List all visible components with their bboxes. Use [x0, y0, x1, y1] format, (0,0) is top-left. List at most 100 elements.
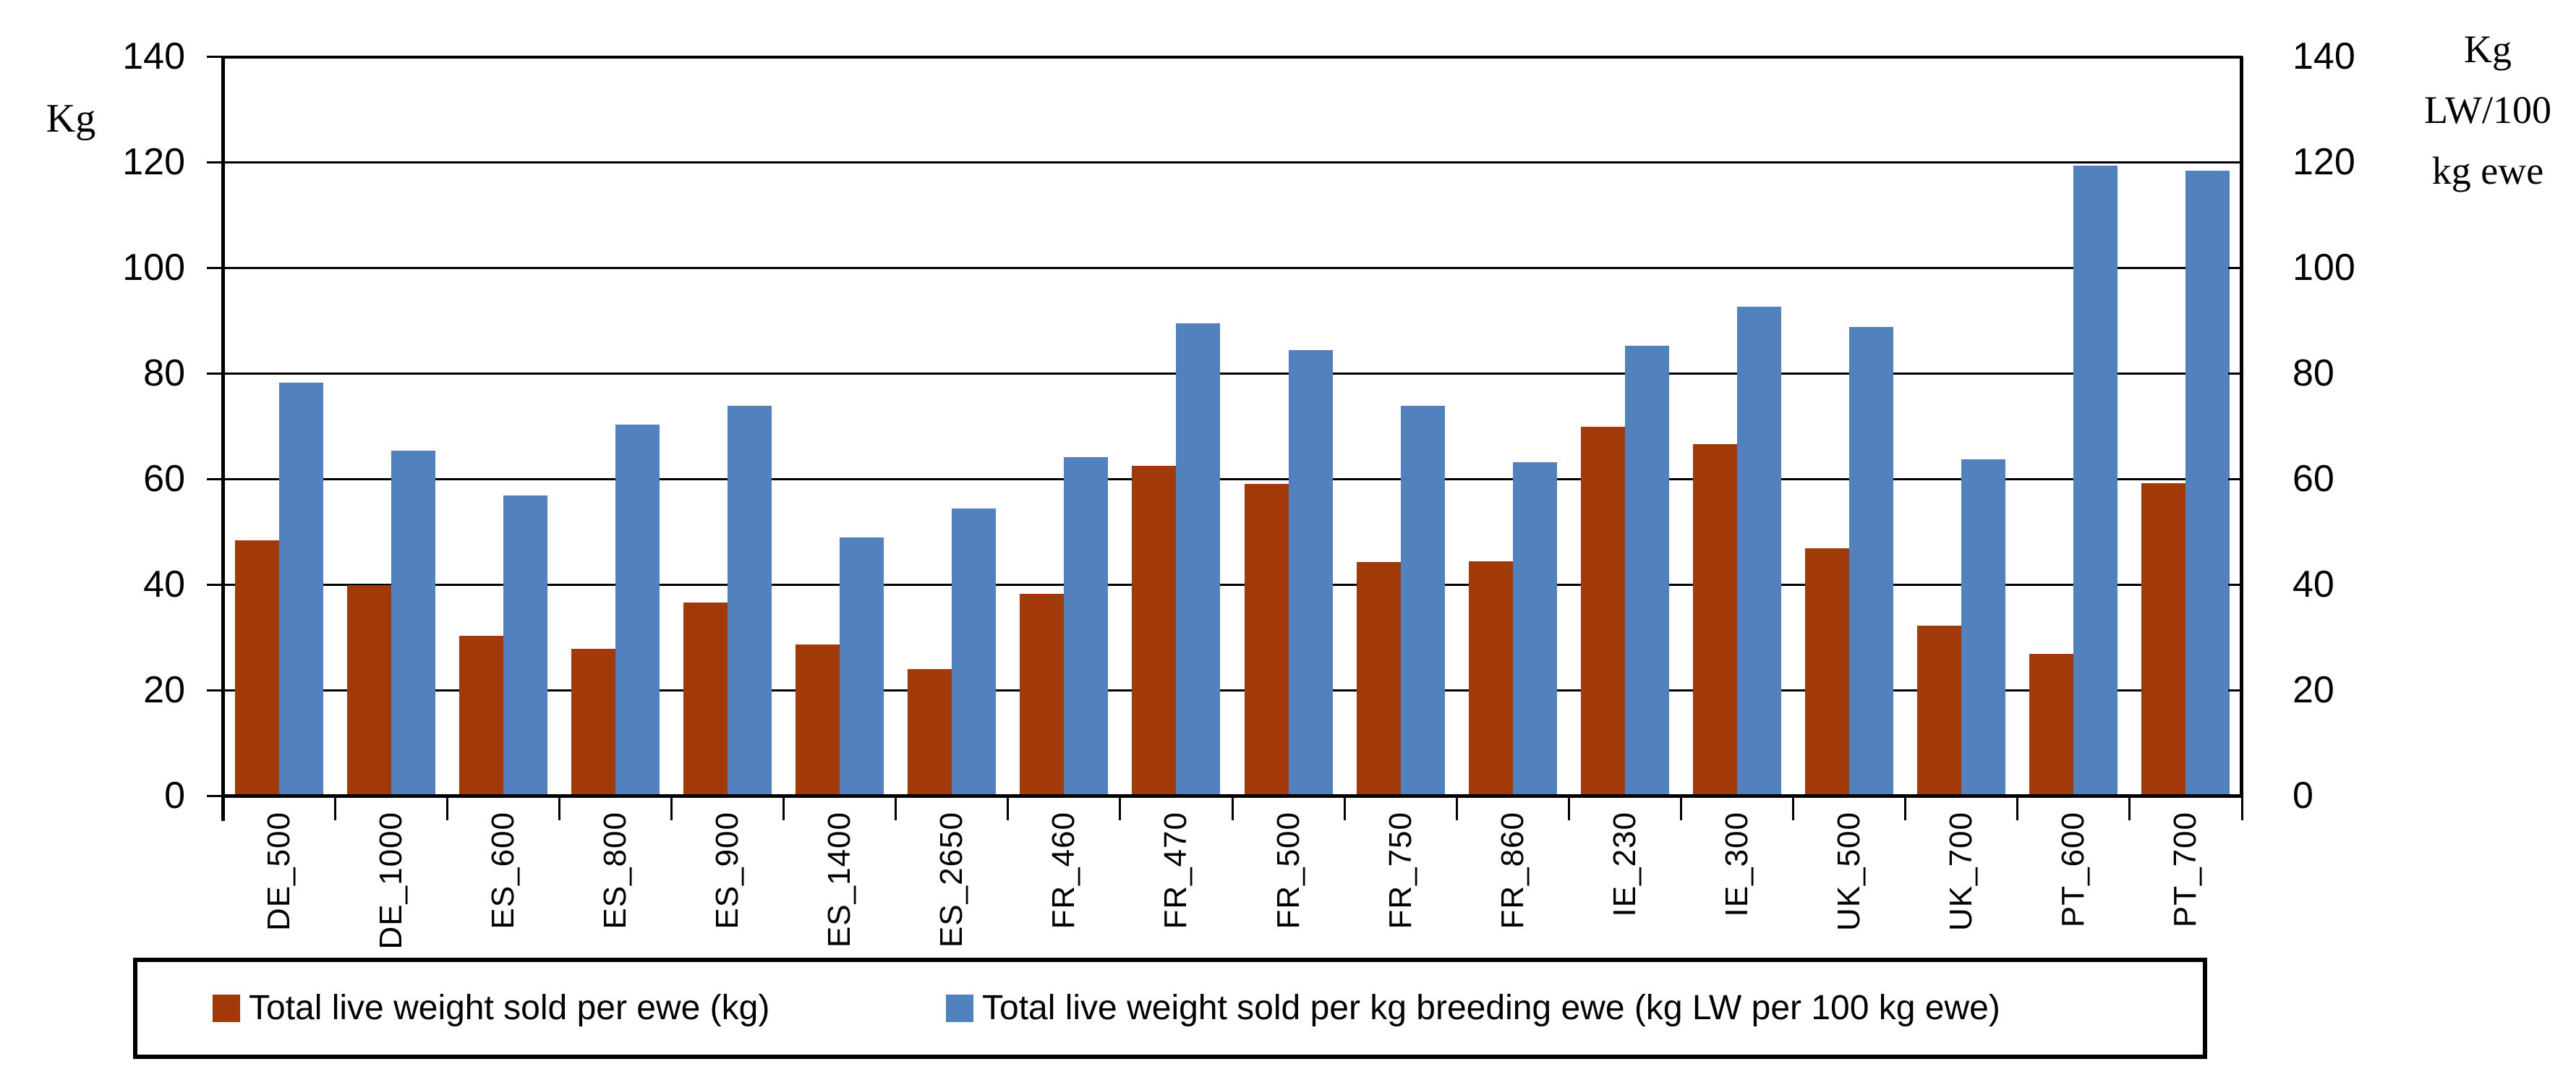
x-axis-tick-13 — [1679, 796, 1682, 820]
category-label-ES_600: ES_600 — [485, 812, 521, 929]
category-label-FR_860: FR_860 — [1494, 812, 1530, 929]
category-label-DE_1000: DE_1000 — [372, 812, 409, 950]
left-axis-tick-label-100: 100 — [122, 247, 185, 289]
right-axis-title-line-2: LW/100 — [2424, 88, 2551, 132]
legend-swatch-blue — [946, 995, 973, 1022]
right-tick-100 — [2228, 266, 2243, 269]
x-axis-tick-12 — [1567, 796, 1570, 820]
right-axis-tick-label-60: 60 — [2293, 458, 2334, 500]
x-axis-tick-11 — [1455, 796, 1458, 820]
bar-red-FR_470 — [1132, 466, 1177, 796]
x-axis-tick-9 — [1231, 796, 1234, 820]
legend-label-series-1: Total live weight sold per ewe (kg) — [249, 989, 770, 1027]
bar-blue-ES_900 — [728, 406, 772, 796]
bar-red-ES_900 — [683, 603, 728, 796]
bar-blue-FR_460 — [1064, 457, 1109, 796]
bar-red-IE_300 — [1693, 444, 1737, 796]
left-axis-tick-label-140: 140 — [122, 35, 185, 77]
bar-red-DE_1000 — [346, 585, 391, 796]
bar-red-FR_460 — [1020, 594, 1065, 796]
right-tick-60 — [2228, 477, 2243, 480]
category-label-UK_500: UK_500 — [1831, 812, 1867, 932]
bar-red-ES_800 — [571, 649, 615, 796]
category-label-UK_700: UK_700 — [1943, 812, 1979, 932]
x-axis-tick-16 — [2016, 796, 2019, 820]
right-axis-title: Kg LW/100 kg ewe — [2400, 19, 2576, 201]
x-axis-tick-8 — [1119, 796, 1122, 820]
legend-swatch-red — [213, 995, 240, 1022]
x-axis-tick-0 — [221, 796, 224, 820]
x-axis-tick-4 — [670, 796, 673, 820]
bar-red-UK_700 — [1917, 626, 1962, 796]
left-axis-tick-label-80: 80 — [143, 352, 185, 394]
bar-blue-IE_300 — [1737, 307, 1781, 796]
gridline-100 — [223, 266, 2242, 269]
category-label-ES_2650: ES_2650 — [934, 812, 970, 948]
bar-red-FR_750 — [1356, 562, 1401, 796]
bar-red-IE_230 — [1580, 427, 1625, 796]
gridline-120 — [223, 161, 2242, 163]
x-axis-tick-2 — [445, 796, 448, 820]
left-axis-title: Kg — [46, 96, 96, 141]
right-axis-tick-label-140: 140 — [2293, 35, 2355, 77]
category-label-FR_470: FR_470 — [1158, 812, 1194, 929]
bar-red-ES_1400 — [796, 644, 840, 796]
bar-blue-PT_700 — [2185, 171, 2230, 796]
y-axis-right-line — [2240, 56, 2243, 798]
left-tick-0 — [207, 794, 223, 797]
gridline-20 — [223, 689, 2242, 692]
plot-area — [223, 55, 2242, 796]
plot-top-border — [221, 56, 2243, 59]
gridline-80 — [223, 372, 2242, 375]
bar-blue-PT_600 — [2073, 166, 2118, 796]
bar-red-ES_600 — [459, 636, 503, 796]
bar-blue-ES_600 — [503, 495, 547, 796]
right-axis-title-line-3: kg ewe — [2431, 149, 2544, 192]
x-axis-tick-15 — [1904, 796, 1907, 820]
category-label-ES_900: ES_900 — [709, 812, 745, 929]
left-axis-tick-label-0: 0 — [164, 775, 185, 817]
category-label-FR_500: FR_500 — [1270, 812, 1306, 929]
bar-red-FR_860 — [1468, 561, 1513, 796]
bar-red-ES_2650 — [908, 669, 952, 796]
bar-red-PT_700 — [2141, 483, 2186, 796]
legend-item-series-1: Total live weight sold per ewe (kg) — [213, 962, 769, 1055]
left-tick-100 — [207, 266, 223, 269]
bar-blue-FR_470 — [1176, 323, 1221, 796]
x-axis-tick-14 — [1792, 796, 1795, 820]
left-tick-140 — [207, 55, 223, 58]
left-axis-tick-label-40: 40 — [143, 563, 185, 605]
left-tick-40 — [207, 583, 223, 586]
gridline-40 — [223, 583, 2242, 586]
bar-red-DE_500 — [234, 540, 279, 796]
right-axis-tick-label-120: 120 — [2293, 141, 2355, 183]
bar-blue-UK_500 — [1849, 327, 1894, 796]
left-tick-20 — [207, 689, 223, 692]
right-tick-80 — [2228, 372, 2243, 375]
right-tick-0 — [2228, 794, 2243, 797]
right-tick-140 — [2228, 55, 2243, 58]
category-label-PT_700: PT_700 — [2167, 812, 2204, 928]
category-label-FR_460: FR_460 — [1046, 812, 1082, 929]
x-axis-tick-7 — [1007, 796, 1010, 820]
gridline-60 — [223, 477, 2242, 480]
left-axis-tick-label-20: 20 — [143, 669, 185, 711]
legend-item-series-2: Total live weight sold per kg breeding e… — [946, 962, 2000, 1055]
right-tick-120 — [2228, 161, 2243, 163]
left-tick-80 — [207, 372, 223, 375]
left-tick-60 — [207, 477, 223, 480]
bar-red-FR_500 — [1244, 484, 1289, 796]
bar-blue-FR_500 — [1288, 350, 1333, 796]
bar-blue-ES_1400 — [840, 537, 884, 796]
right-tick-40 — [2228, 583, 2243, 586]
right-axis-tick-label-20: 20 — [2293, 669, 2334, 711]
x-axis-tick-3 — [558, 796, 560, 820]
right-axis-title-line-1: Kg — [2464, 27, 2512, 71]
x-axis-tick-18 — [2240, 796, 2243, 820]
bar-blue-FR_750 — [1400, 406, 1445, 796]
right-axis-tick-label-80: 80 — [2293, 352, 2334, 394]
left-axis-tick-label-120: 120 — [122, 141, 185, 183]
bar-blue-ES_800 — [615, 425, 660, 796]
bar-blue-UK_700 — [1961, 459, 2006, 796]
